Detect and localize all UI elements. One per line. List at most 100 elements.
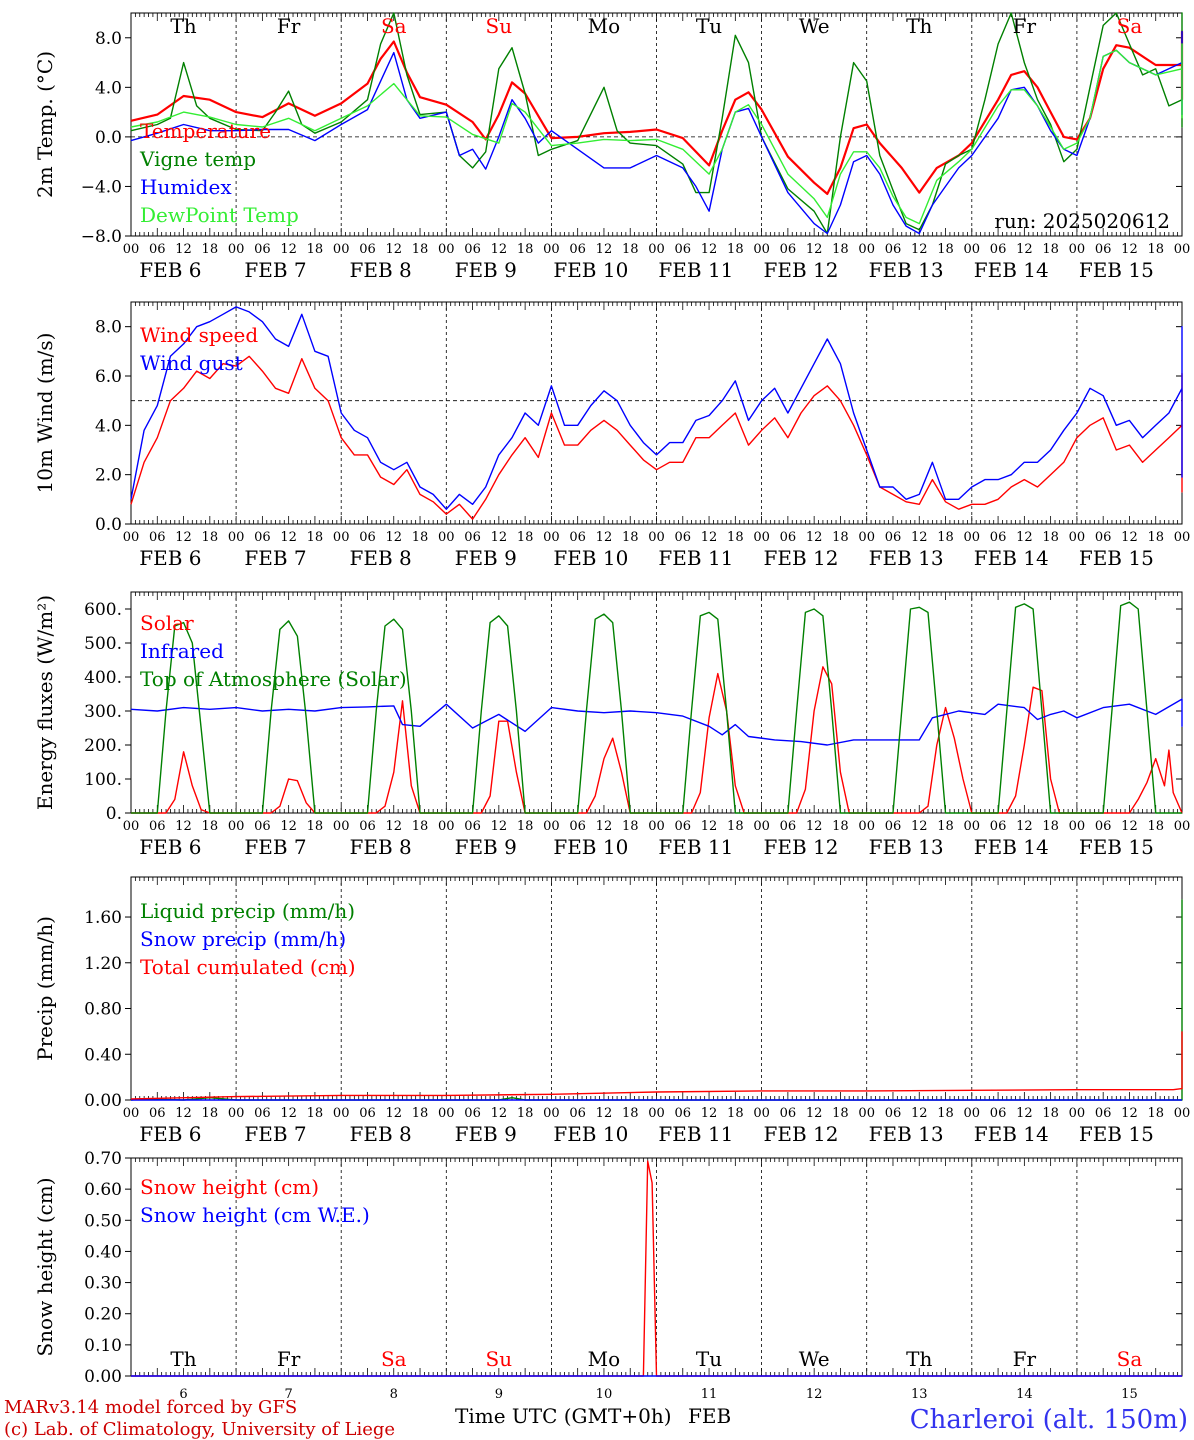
hour-tick-label: 00	[858, 1106, 875, 1121]
day-abbr-label: Tu	[696, 14, 722, 38]
series-line-green	[131, 601, 1182, 814]
series-line-red	[130, 355, 1183, 520]
date-label: FEB 10	[553, 546, 628, 570]
station-label: Charleroi (alt. 150m)	[910, 1405, 1188, 1435]
hour-tick-label: 18	[622, 530, 639, 545]
date-label: FEB 15	[1079, 258, 1154, 282]
y-tick-label: 0.	[106, 804, 122, 824]
hour-tick-label: 00	[1174, 242, 1191, 257]
hour-tick-label: 12	[911, 242, 928, 257]
date-label: FEB 7	[244, 835, 306, 859]
series-line-red	[130, 30, 1184, 195]
date-label: FEB 14	[974, 258, 1049, 282]
y-tick-label: 100.	[84, 770, 122, 790]
hour-tick-label: 12	[280, 530, 297, 545]
day-abbr-label: Th	[906, 14, 932, 38]
hour-tick-label: 12	[1121, 1106, 1138, 1121]
hour-tick-label: 18	[1147, 819, 1164, 834]
time-axis-title: Time UTC (GMT+0h)	[455, 1404, 672, 1428]
hour-tick-label: 18	[412, 530, 429, 545]
hour-tick-label: 00	[964, 530, 981, 545]
hour-tick-label: 00	[438, 530, 455, 545]
hour-tick-label: 12	[701, 1106, 718, 1121]
y-tick-label: 0.80	[84, 1000, 122, 1020]
y-tick-label: 200.	[84, 736, 122, 756]
hour-tick-label: 18	[307, 242, 324, 257]
y-tick-label: 0.40	[84, 1242, 122, 1262]
date-label: FEB 14	[974, 1122, 1049, 1146]
day-number-label: 12	[806, 1387, 823, 1402]
hour-tick-label: 12	[701, 819, 718, 834]
hour-tick-label: 06	[780, 530, 797, 545]
day-abbr-label: Mo	[588, 14, 621, 38]
hour-tick-label: 06	[254, 819, 271, 834]
hour-tick-label: 00	[438, 242, 455, 257]
hour-tick-label: 06	[149, 242, 166, 257]
hour-tick-label: 12	[491, 1106, 508, 1121]
day-abbr-label: Sa	[381, 14, 407, 38]
day-number-label: 11	[701, 1387, 718, 1402]
y-axis-label: Precip (mm/h)	[33, 916, 57, 1061]
hour-tick-label: 06	[675, 819, 692, 834]
legend-entry: Temperature	[140, 119, 271, 143]
hour-tick-label: 18	[202, 530, 219, 545]
date-label: FEB 7	[244, 1122, 306, 1146]
hour-tick-label: 00	[1069, 819, 1086, 834]
date-label: FEB 13	[869, 835, 944, 859]
date-label: FEB 12	[764, 1122, 839, 1146]
hour-tick-label: 12	[596, 530, 613, 545]
panel-2: 0.0 2.0 4.0 6.0 8.0 10m Wind (m/s) Wind speed W…	[33, 301, 1190, 570]
hour-tick-label: 06	[675, 1106, 692, 1121]
hour-tick-label: 18	[832, 819, 849, 834]
hour-tick-label: 18	[1042, 530, 1059, 545]
day-number-label: 6	[179, 1387, 187, 1402]
hour-tick-label: 18	[517, 819, 534, 834]
hour-tick-label: 12	[175, 819, 192, 834]
date-label: FEB 9	[455, 546, 517, 570]
hour-tick-label: 06	[464, 530, 481, 545]
hour-tick-label: 00	[753, 242, 770, 257]
day-abbr-label: Su	[486, 1347, 513, 1371]
hour-tick-label: 06	[780, 242, 797, 257]
hour-tick-label: 18	[1042, 242, 1059, 257]
y-tick-label: 0.30	[84, 1274, 122, 1294]
series-line-blue	[130, 306, 1183, 510]
hour-tick-label: 06	[569, 242, 586, 257]
legend-entry: Infrared	[140, 639, 224, 663]
hour-tick-label: 12	[280, 1106, 297, 1121]
hour-tick-label: 12	[1121, 530, 1138, 545]
day-abbr-label: Fr	[1013, 1347, 1037, 1371]
hour-tick-label: 00	[1069, 530, 1086, 545]
hour-tick-label: 00	[753, 819, 770, 834]
hour-tick-label: 00	[228, 819, 245, 834]
date-label: FEB 11	[658, 1122, 733, 1146]
hour-tick-label: 00	[1069, 1106, 1086, 1121]
hour-tick-label: 06	[149, 1106, 166, 1121]
date-label: FEB 11	[658, 835, 733, 859]
day-number-label: 8	[390, 1387, 398, 1402]
day-abbr-label: Th	[906, 1347, 932, 1371]
hour-tick-label: 12	[280, 819, 297, 834]
day-number-label: 10	[596, 1387, 613, 1402]
hour-tick-label: 00	[438, 1106, 455, 1121]
date-label: FEB 12	[764, 258, 839, 282]
date-label: FEB 7	[244, 546, 306, 570]
date-label: FEB 14	[974, 835, 1049, 859]
hour-tick-label: 06	[569, 819, 586, 834]
hour-tick-label: 06	[990, 242, 1007, 257]
date-label: FEB 10	[553, 258, 628, 282]
day-abbr-label: Sa	[1117, 14, 1143, 38]
date-label: FEB 8	[349, 1122, 411, 1146]
hour-tick-label: 00	[858, 819, 875, 834]
hour-tick-label: 06	[569, 1106, 586, 1121]
date-label: FEB 6	[139, 835, 201, 859]
hour-tick-label: 18	[412, 819, 429, 834]
hour-tick-label: 06	[569, 530, 586, 545]
day-abbr-label: Mo	[588, 1347, 621, 1371]
hour-tick-label: 06	[359, 1106, 376, 1121]
day-abbr-label: Fr	[1013, 14, 1037, 38]
hour-tick-label: 18	[307, 819, 324, 834]
panel-5: 0.00 0.10 0.20 0.30 0.40 0.50 0.60 0.70 Snow hei…	[33, 1149, 1183, 1402]
hour-tick-label: 18	[1042, 1106, 1059, 1121]
day-abbr-label: Fr	[277, 14, 301, 38]
